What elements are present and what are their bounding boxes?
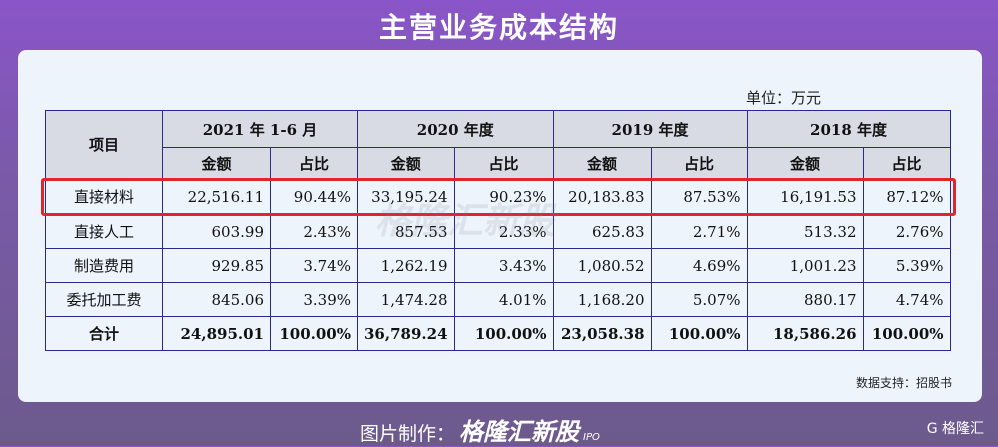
header-period: 2020 年度 [357, 110, 554, 148]
amount-cell: 929.85 [162, 248, 271, 283]
amount-cell: 23,058.38 [552, 316, 652, 351]
header-period: 2021 年 1-6 月 [162, 110, 358, 148]
row-name: 直接人工 [45, 214, 163, 249]
ratio-cell: 3.43% [453, 248, 554, 283]
amount-cell: 880.17 [746, 282, 864, 317]
header-ratio: 占比 [862, 147, 951, 179]
ratio-cell: 2.76% [862, 214, 951, 249]
ratio-cell: 2.71% [650, 214, 748, 249]
gelonghui-logo: G 格隆汇 [926, 421, 984, 437]
table-row: 制造费用 929.85 3.74% 1,262.19 3.43% 1,080.52 4.69… [45, 248, 951, 283]
ratio-cell: 3.39% [270, 282, 358, 317]
watermark: 格隆汇新股 [375, 201, 556, 242]
header-amount: 金额 [357, 147, 455, 179]
amount-cell: 845.06 [162, 282, 271, 317]
data-source: 数据支持：招股书 [855, 376, 952, 390]
row-name: 委托加工费 [45, 282, 163, 317]
ratio-cell: 100.00% [862, 316, 951, 351]
table-row: 直接人工 603.99 2.43% 857.53 2.33% 625.83 2.71% 513… [45, 214, 951, 249]
row-name: 直接材料 [45, 178, 163, 215]
ratio-cell: 4.69% [650, 248, 748, 283]
amount-cell: 625.83 [552, 214, 652, 249]
header-period: 2019 年度 [552, 110, 748, 148]
table-row: 合计 24,895.01 100.00% 36,789.24 100.00% 23,058… [45, 316, 951, 351]
amount-cell: 20,183.83 [552, 178, 652, 215]
header-amount: 金额 [552, 147, 652, 179]
ratio-cell: 100.00% [270, 316, 358, 351]
footer-brand: 格隆汇新股 [459, 418, 580, 446]
highlight-box [41, 178, 956, 216]
unit-label: 单位：万元 [746, 89, 822, 107]
table-row: 委托加工费 845.06 3.39% 1,474.28 4.01% 1,168.20 5.0… [45, 282, 951, 317]
cost-structure-table: 项目 2021 年 1-6 月 2020 年度 2019 年度 2018 年度 … [45, 110, 951, 351]
amount-cell: 1,474.28 [357, 282, 455, 317]
amount-cell: 1,168.20 [552, 282, 652, 317]
ratio-cell: 90.23% [453, 178, 554, 215]
amount-cell: 1,001.23 [746, 248, 864, 283]
page-title: 主营业务成本结构 [378, 11, 619, 44]
ratio-cell: 2.43% [270, 214, 358, 249]
amount-cell: 18,586.26 [746, 316, 864, 351]
footer: 图片制作： 格隆汇新股 IPO [360, 412, 600, 447]
ratio-cell: 87.53% [650, 178, 748, 215]
ratio-cell: 100.00% [650, 316, 748, 351]
header-amount: 金额 [746, 147, 864, 179]
amount-cell: 24,895.01 [162, 316, 271, 351]
ratio-cell: 5.39% [862, 248, 951, 283]
row-name: 制造费用 [45, 248, 163, 283]
amount-cell: 1,262.19 [357, 248, 455, 283]
footer-ipo: IPO [583, 432, 600, 443]
amount-cell: 36,789.24 [357, 316, 455, 351]
ratio-cell: 100.00% [453, 316, 554, 351]
header-ratio: 占比 [650, 147, 748, 179]
amount-cell: 1,080.52 [552, 248, 652, 283]
header-period: 2018 年度 [746, 110, 951, 148]
table-row: 直接材料 22,516.11 90.44% 33,195.24 90.23% 20,183… [45, 178, 951, 215]
ratio-cell: 5.07% [650, 282, 748, 317]
ratio-cell: 3.74% [270, 248, 358, 283]
row-name: 合计 [45, 316, 163, 351]
header-ratio: 占比 [270, 147, 358, 179]
header-ratio: 占比 [453, 147, 554, 179]
header-item: 项目 [45, 110, 163, 179]
amount-cell: 603.99 [162, 214, 271, 249]
ratio-cell: 4.74% [862, 282, 951, 317]
footer-label: 图片制作： [360, 423, 456, 445]
header-amount: 金额 [162, 147, 271, 179]
amount-cell: 513.32 [746, 214, 864, 249]
ratio-cell: 4.01% [453, 282, 554, 317]
